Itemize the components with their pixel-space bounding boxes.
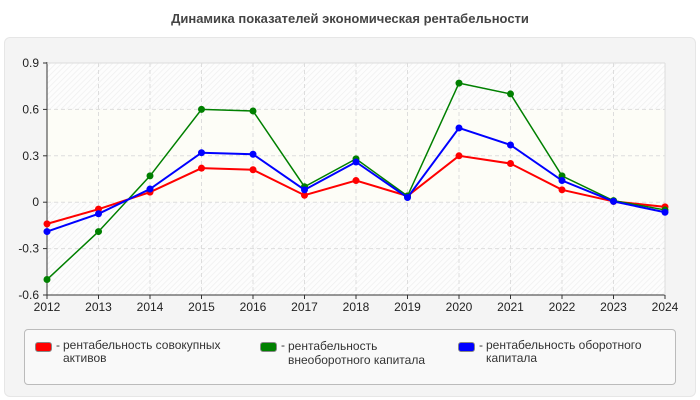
data-point [661, 208, 669, 216]
x-tick-label: 2019 [394, 300, 421, 314]
data-point [198, 105, 205, 113]
data-point [146, 185, 154, 193]
data-point [610, 197, 617, 205]
data-point [507, 141, 514, 149]
data-point [507, 90, 514, 98]
legend-label: рентабельность оборотного капитала [486, 338, 642, 365]
x-tick-label: 2021 [497, 300, 524, 314]
y-tick-label: -0.3 [18, 242, 39, 256]
x-tick-label: 2016 [240, 300, 267, 314]
x-tick-label: 2017 [291, 300, 318, 314]
y-tick-label: -0.6 [18, 288, 39, 302]
data-point [455, 152, 463, 160]
series-3 [43, 124, 669, 236]
legend-label: рентабельность совокупных активов [63, 338, 221, 365]
data-point [249, 166, 257, 174]
data-point [455, 79, 463, 87]
x-tick-label: 2012 [34, 300, 61, 314]
data-point [43, 276, 51, 284]
x-tick-label: 2023 [600, 300, 627, 314]
data-point [146, 172, 154, 180]
y-tick-label: 0.3 [22, 149, 39, 163]
legend-item-fixed-capital: - рентабельность внеоборотного капитала [260, 339, 448, 367]
y-tick-label: 0 [32, 195, 39, 209]
data-point [301, 186, 308, 194]
data-point [198, 149, 205, 157]
y-tick-label: 0.9 [22, 56, 39, 70]
data-point [43, 228, 51, 236]
data-point [95, 210, 102, 218]
legend-swatch-red [35, 342, 52, 352]
data-point [249, 150, 257, 158]
x-tick-label: 2015 [188, 300, 215, 314]
legend-swatch-green [260, 342, 277, 352]
data-point [95, 228, 102, 236]
x-tick-label: 2013 [85, 300, 112, 314]
data-point [249, 107, 257, 115]
data-point [558, 177, 566, 185]
data-point [558, 186, 566, 194]
x-tick-label: 2014 [137, 300, 164, 314]
data-point [404, 194, 411, 202]
x-tick-label: 2024 [652, 300, 679, 314]
legend-item-assets: - рентабельность совокупных активов [35, 339, 243, 365]
legend: - рентабельность совокупных активов - ре… [24, 329, 676, 385]
data-point [352, 158, 360, 166]
data-point [455, 124, 463, 132]
chart-title: Динамика показателей экономическая рента… [171, 11, 529, 26]
data-point [507, 160, 514, 168]
legend-swatch-blue [458, 342, 475, 352]
legend-item-working-capital: - рентабельность оборотного капитала [458, 339, 676, 365]
legend-label: рентабельность внеоборотного капитала [288, 339, 425, 367]
x-tick-label: 2022 [549, 300, 576, 314]
data-point [43, 220, 51, 228]
x-tick-label: 2020 [446, 300, 473, 314]
y-tick-label: 0.6 [22, 102, 39, 116]
x-tick-label: 2018 [343, 300, 370, 314]
data-point [198, 164, 205, 172]
data-point [301, 191, 308, 199]
data-point [352, 177, 360, 185]
